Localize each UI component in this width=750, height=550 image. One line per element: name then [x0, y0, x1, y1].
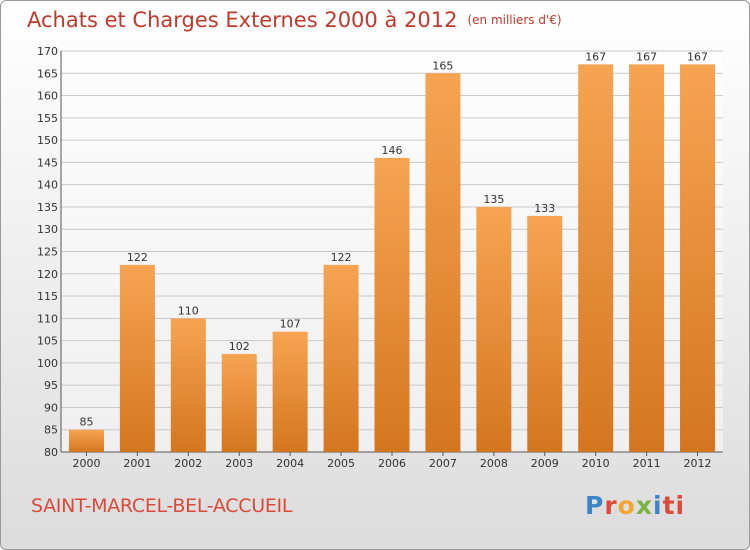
- bar-value-label: 85: [79, 416, 93, 429]
- bar: [374, 157, 410, 452]
- bar: [68, 429, 104, 452]
- y-tick-label: 160: [37, 90, 58, 103]
- bar: [527, 215, 563, 452]
- x-tick-label: 2000: [72, 457, 100, 470]
- x-tick-label: 2003: [225, 457, 253, 470]
- bar: [680, 64, 716, 452]
- y-tick-label: 120: [37, 268, 58, 281]
- x-tick-label: 2005: [327, 457, 355, 470]
- bar-value-label: 122: [127, 251, 148, 264]
- bar-value-label: 135: [483, 193, 504, 206]
- bar-value-label: 167: [636, 50, 657, 63]
- y-tick-label: 155: [37, 112, 58, 125]
- logo-letter: x: [635, 491, 653, 520]
- y-tick-label: 115: [37, 290, 58, 303]
- y-tick-label: 125: [37, 246, 58, 259]
- y-tick-label: 135: [37, 201, 58, 214]
- y-tick-label: 95: [44, 379, 58, 392]
- bar-value-label: 146: [382, 144, 403, 157]
- bar-value-label: 167: [687, 50, 708, 63]
- bar: [629, 64, 665, 452]
- y-tick-label: 85: [44, 424, 58, 437]
- bar: [221, 353, 257, 452]
- x-tick-label: 2011: [633, 457, 661, 470]
- x-tick-label: 2012: [684, 457, 712, 470]
- bar: [476, 206, 512, 452]
- bar-value-label: 167: [585, 50, 606, 63]
- logo-letter: P: [585, 491, 605, 520]
- y-tick-label: 80: [44, 446, 58, 459]
- bar: [323, 264, 359, 452]
- x-tick-label: 2009: [531, 457, 559, 470]
- city-name: SAINT-MARCEL-BEL-ACCUEIL: [31, 495, 293, 517]
- x-tick-label: 2010: [582, 457, 610, 470]
- bar-value-label: 110: [178, 304, 199, 317]
- bar-value-label: 102: [229, 340, 250, 353]
- chart-unit: (en milliers d'€): [467, 13, 562, 27]
- bar: [272, 331, 308, 452]
- y-tick-label: 145: [37, 156, 58, 169]
- y-tick-label: 165: [37, 67, 58, 80]
- x-tick-label: 2008: [480, 457, 508, 470]
- y-tick-label: 140: [37, 179, 58, 192]
- y-tick-label: 170: [37, 45, 58, 58]
- x-tick-label: 2006: [378, 457, 406, 470]
- y-tick-label: 110: [37, 312, 58, 325]
- logo-letter: r: [604, 491, 618, 520]
- y-tick-label: 100: [37, 357, 58, 370]
- x-tick-label: 2007: [429, 457, 457, 470]
- bar-value-label: 107: [280, 318, 301, 331]
- chart-title-text: Achats et Charges Externes 2000 à 2012: [27, 8, 458, 32]
- bar: [578, 64, 614, 452]
- y-tick-label: 90: [44, 401, 58, 414]
- logo-letter: ti: [662, 491, 686, 520]
- bar: [170, 318, 206, 452]
- bar: [425, 73, 461, 453]
- y-tick-label: 130: [37, 223, 58, 236]
- bar-value-label: 165: [432, 59, 453, 72]
- x-tick-label: 2002: [174, 457, 202, 470]
- bar-value-label: 122: [331, 251, 352, 264]
- x-tick-label: 2004: [276, 457, 304, 470]
- bar: [119, 264, 155, 452]
- chart-title: Achats et Charges Externes 2000 à 2012 (e…: [27, 8, 562, 32]
- proxiti-logo: Proxiti: [585, 491, 685, 520]
- y-tick-label: 105: [37, 335, 58, 348]
- x-tick-label: 2001: [123, 457, 151, 470]
- logo-letter: o: [617, 491, 636, 520]
- y-tick-label: 150: [37, 134, 58, 147]
- logo-letter: i: [653, 491, 663, 520]
- bar-value-label: 133: [534, 202, 555, 215]
